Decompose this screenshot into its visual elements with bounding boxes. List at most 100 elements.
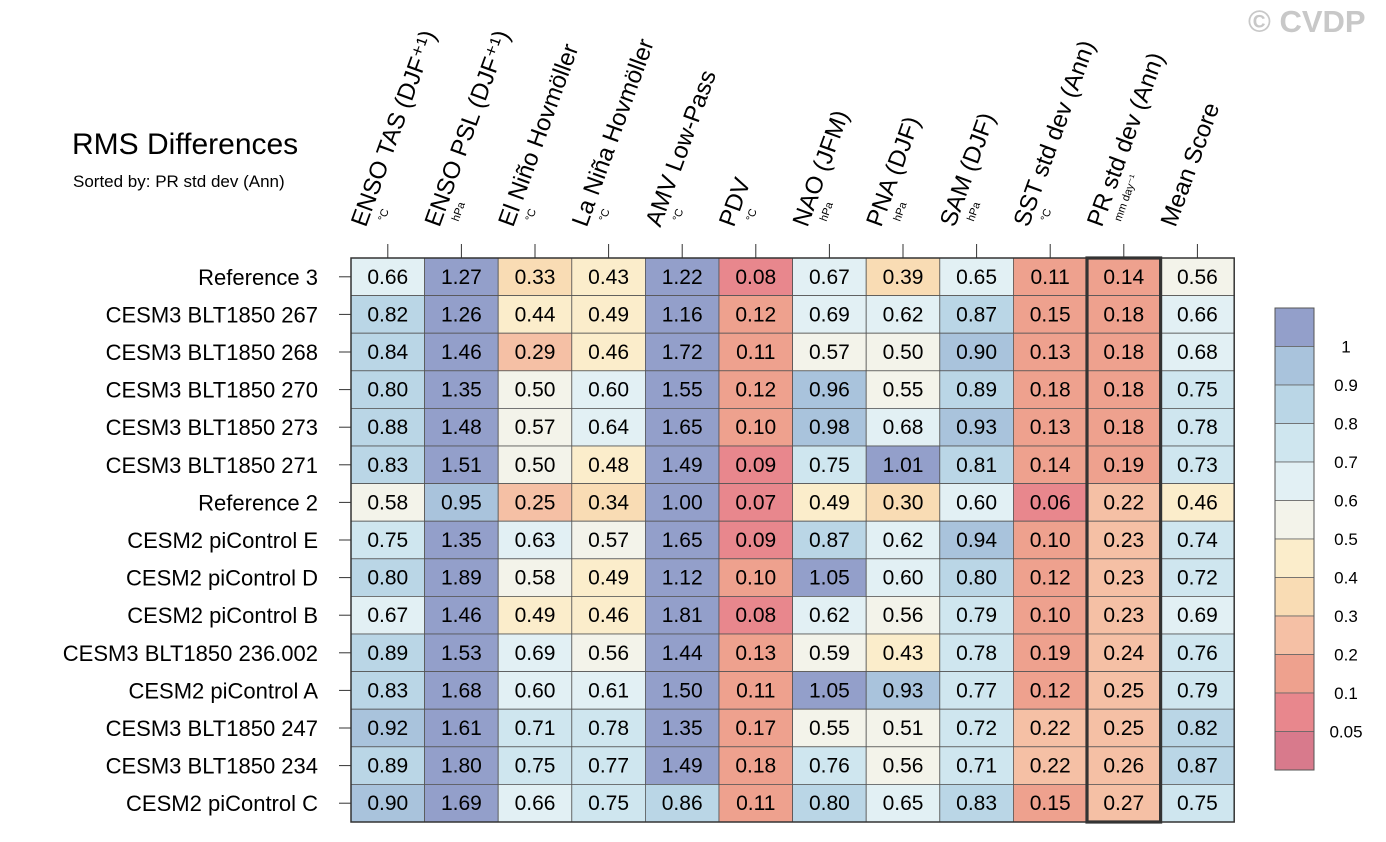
cell-value-label: 0.43 [883,642,924,665]
row-label-cesm2-picontrol-e: CESM2 piControl E [127,528,318,553]
cell-value-label: 0.46 [588,604,629,627]
cell-value-label: 0.93 [956,416,997,439]
cell-value-label: 0.17 [735,717,776,740]
colorbar-swatch [1274,500,1315,540]
heatmap-cell [939,633,1014,672]
cell-value-label: 0.77 [956,679,997,702]
cell-value-label: 0.75 [1177,379,1218,402]
copyright-watermark: © CVDP [1248,4,1366,39]
colorbar-swatch [1274,461,1315,501]
cell-value-label: 0.95 [441,491,482,514]
heatmap-cells: 0.66 1.27 0.33 0.43 1.22 0.08 0.67 0.39 0.65 0.11… [350,257,1235,823]
row-label-cesm3-blt1850-271: CESM3 BLT1850 271 [106,453,318,478]
heatmap-cell [939,596,1014,635]
cell-value-label: 0.94 [956,529,997,552]
cell-value-label: 0.15 [1030,792,1071,815]
cell-value-label: 1.35 [441,529,482,552]
heatmap-cell [1160,633,1235,672]
cell-value-label: 0.44 [515,303,556,326]
cell-value-label: 0.22 [1030,755,1071,778]
heatmap-cell [1013,483,1088,522]
colorbar-tick-label: 0.1 [1334,684,1358,703]
cell-value-label: 0.98 [809,416,850,439]
cell-value-label: 0.73 [1177,454,1218,477]
heatmap-cell [1013,558,1088,597]
cell-value-label: 0.88 [367,416,408,439]
chart-title: RMS Differences [72,128,299,161]
cell-value-label: 0.22 [1030,717,1071,740]
cell-value-label: 1.12 [662,567,703,590]
cell-value-label: 0.08 [735,266,776,289]
heatmap-cell [939,295,1014,334]
cell-value-label: 0.62 [883,303,924,326]
heatmap-cell [792,295,867,334]
cell-value-label: 1.05 [809,567,850,590]
cell-value-label: 1.05 [809,679,850,702]
heatmap-cell [350,370,425,409]
colorbar-tick-label: 0.7 [1334,453,1358,472]
cell-value-label: 0.55 [883,379,924,402]
colorbar-tick-label: 0.05 [1329,723,1362,742]
cell-value-label: 0.10 [735,567,776,590]
heatmap-cell [1160,257,1235,296]
heatmap-cell [792,370,867,409]
heatmap-cell [718,671,793,710]
heatmap-cell [1160,332,1235,372]
column-label-mean-score: Mean Score [1156,99,1226,230]
cell-value-label: 0.56 [588,642,629,665]
cell-value-label: 0.46 [1177,491,1218,514]
heatmap-cell [424,708,499,748]
cell-value-label: 0.06 [1030,491,1071,514]
cell-value-label: 0.58 [367,491,408,514]
cell-value-label: 1.01 [883,454,924,477]
heatmap-cell [645,708,720,748]
heatmap-cell [497,596,573,635]
heatmap-cell [1013,784,1088,823]
heatmap-cell [1160,483,1235,522]
cell-value-label: 0.90 [956,341,997,364]
heatmap-cell [1160,407,1235,447]
cell-value-label: 0.89 [367,642,408,665]
heatmap-cell [1086,596,1161,635]
heatmap-cell [571,407,646,447]
cell-value-label: 0.25 [1103,717,1144,740]
cell-value-label: 0.79 [956,604,997,627]
colorbar-swatch [1274,654,1315,694]
cell-value-label: 1.65 [662,416,703,439]
heatmap-cell [1086,370,1161,409]
cell-value-label: 0.71 [515,717,556,740]
heatmap-cell [792,445,867,484]
cell-value-label: 0.18 [1030,379,1071,402]
heatmap-cell [645,407,720,447]
cell-value-label: 0.25 [1103,679,1144,702]
row-label-cesm2-picontrol-b: CESM2 piControl B [127,603,318,628]
cell-value-label: 0.13 [735,642,776,665]
heatmap-cell [1086,295,1161,334]
heatmap-cell [718,746,793,785]
heatmap-cell [645,671,720,710]
heatmap-cell [497,671,573,710]
cell-value-label: 1.49 [662,454,703,477]
heatmap-cell [350,671,425,710]
cell-value-label: 0.30 [883,491,924,514]
heatmap-cell [792,596,867,635]
cell-value-label: 1.22 [662,266,703,289]
colorbar-tick-label: 0.9 [1334,376,1358,395]
cell-value-label: 0.07 [735,491,776,514]
cell-value-label: 0.49 [809,491,850,514]
heatmap-cell [939,784,1014,823]
cell-value-label: 0.71 [956,755,997,778]
heatmap-cell [497,633,573,672]
heatmap-cell [1013,596,1088,635]
cell-value-label: 0.18 [1103,416,1144,439]
heatmap-cell [718,295,793,334]
cell-value-label: 0.69 [1177,604,1218,627]
cell-value-label: 0.51 [883,717,924,740]
heatmap-cell [718,483,793,522]
heatmap-cell [571,596,646,635]
heatmap-cell [497,370,573,409]
heatmap-cell [865,633,941,672]
heatmap-cell [939,332,1014,372]
colorbar-tick-label: 0.3 [1334,607,1358,626]
